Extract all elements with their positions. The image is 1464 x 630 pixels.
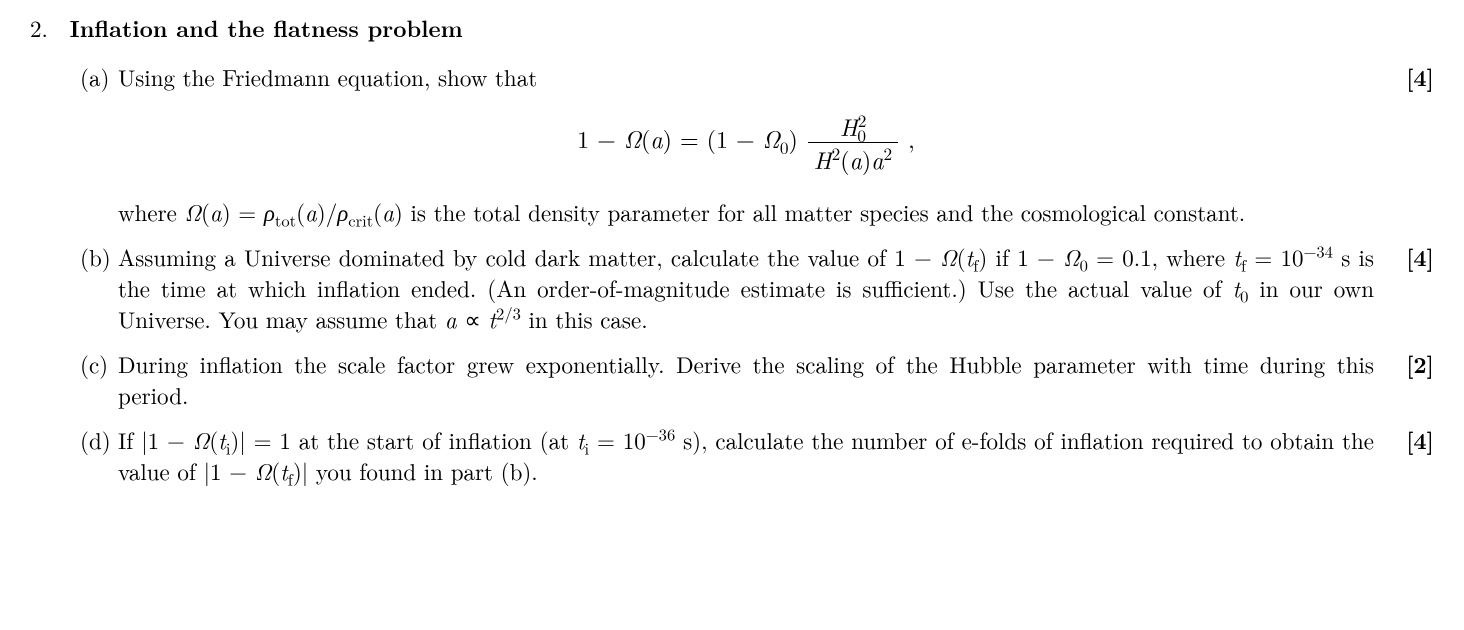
text: is the total density parameter for all m… <box>403 195 1245 228</box>
eq-numerator: H20 <box>808 110 898 142</box>
text: During inflation the scale factor grew e… <box>118 347 1374 411</box>
text: )| you found in part (b). <box>293 454 538 487</box>
var-a: a <box>445 302 457 335</box>
part-label: (b) <box>80 241 118 272</box>
sup: 2/3 <box>496 300 521 324</box>
rho: ρ <box>337 195 348 228</box>
sup: −34 <box>1304 238 1333 262</box>
sub: crit <box>348 207 373 231</box>
marks: [4] <box>1386 424 1434 455</box>
part-body: If |1 − Ω(ti)| = 1 at the start of infla… <box>118 424 1386 486</box>
text: (a)/ <box>296 195 337 228</box>
text: (t <box>271 454 288 487</box>
eq-text: , <box>900 121 915 155</box>
text: (a) <box>373 195 403 228</box>
text: (t <box>209 423 226 456</box>
part-label: (a) <box>80 61 118 92</box>
eq-text: H <box>814 142 832 176</box>
part-a-after: where Ω(a) = ρtot(a)/ρcrit(a) is the tot… <box>118 196 1374 227</box>
text: = 0.1, where <box>1088 240 1234 273</box>
text: where <box>118 195 185 228</box>
part-a-equation: 1 − Ω(a) = (1 − Ω0) H20 H2(a)a2 , <box>118 110 1374 176</box>
eq-text: ) <box>788 121 797 155</box>
omega: Ω <box>940 240 956 273</box>
var-t: t <box>577 423 585 456</box>
part-body: During inflation the scale factor grew e… <box>118 348 1386 410</box>
rho: ρ <box>264 195 275 228</box>
eq-text: H <box>840 109 858 143</box>
eq-text: = <box>672 121 707 155</box>
eq-sup: 2 <box>832 142 841 166</box>
omega: Ω <box>185 195 201 228</box>
marks: [2] <box>1386 348 1434 379</box>
omega: Ω <box>193 423 209 456</box>
part-label: (c) <box>80 348 118 379</box>
text: in this case. <box>521 302 648 335</box>
eq-denominator: H2(a)a2 <box>808 142 898 175</box>
eq-text: 1 − <box>577 121 624 155</box>
part-body: Using the Friedmann equation, show that … <box>118 61 1386 227</box>
part-a-intro: Using the Friedmann equation, show that <box>118 60 537 93</box>
var-t: t <box>1232 271 1240 304</box>
problem-title: Inflation and the flatness problem <box>70 11 463 44</box>
problem-number: 2. <box>30 12 62 43</box>
eq-omega: Ω <box>624 121 641 155</box>
sup: −36 <box>646 422 675 446</box>
var-t: t <box>488 302 496 335</box>
text: = 10 <box>589 423 646 456</box>
eq-sup: 2 <box>884 142 893 166</box>
omega: Ω <box>1063 240 1079 273</box>
text: ∝ <box>457 302 489 335</box>
part-a: (a) Using the Friedmann equation, show t… <box>80 61 1434 227</box>
text: (a) = <box>201 195 264 228</box>
problem-heading: 2. Inflation and the flatness problem <box>30 12 1434 43</box>
var-t: t <box>1233 240 1241 273</box>
text: Assuming a Universe dominated by cold da… <box>118 240 940 273</box>
marks: [4] <box>1386 61 1434 92</box>
part-b: (b) Assuming a Universe dominated by col… <box>80 241 1434 334</box>
eq-text: (a)a <box>840 142 883 176</box>
part-label: (d) <box>80 424 118 455</box>
text: (t <box>957 240 974 273</box>
marks: [4] <box>1386 241 1434 272</box>
sub: tot <box>275 207 296 231</box>
part-c: (c) During inflation the scale factor gr… <box>80 348 1434 410</box>
text: If |1 − <box>118 423 193 456</box>
page: 2. Inflation and the flatness problem (a… <box>0 0 1464 630</box>
part-body: Assuming a Universe dominated by cold da… <box>118 241 1386 334</box>
text: = 10 <box>1246 240 1303 273</box>
text: ) if 1 − <box>978 240 1063 273</box>
eq-omega0: Ω <box>763 121 780 155</box>
eq-fraction: H20 H2(a)a2 <box>808 110 898 176</box>
eq-text: (1 − <box>707 121 763 155</box>
omega: Ω <box>255 454 271 487</box>
part-d: (d) If |1 − Ω(ti)| = 1 at the start of i… <box>80 424 1434 486</box>
text: )| = 1 at the start of inflation (at <box>230 423 576 456</box>
eq-text: (a) <box>641 121 672 155</box>
parts-list: (a) Using the Friedmann equation, show t… <box>30 61 1434 486</box>
